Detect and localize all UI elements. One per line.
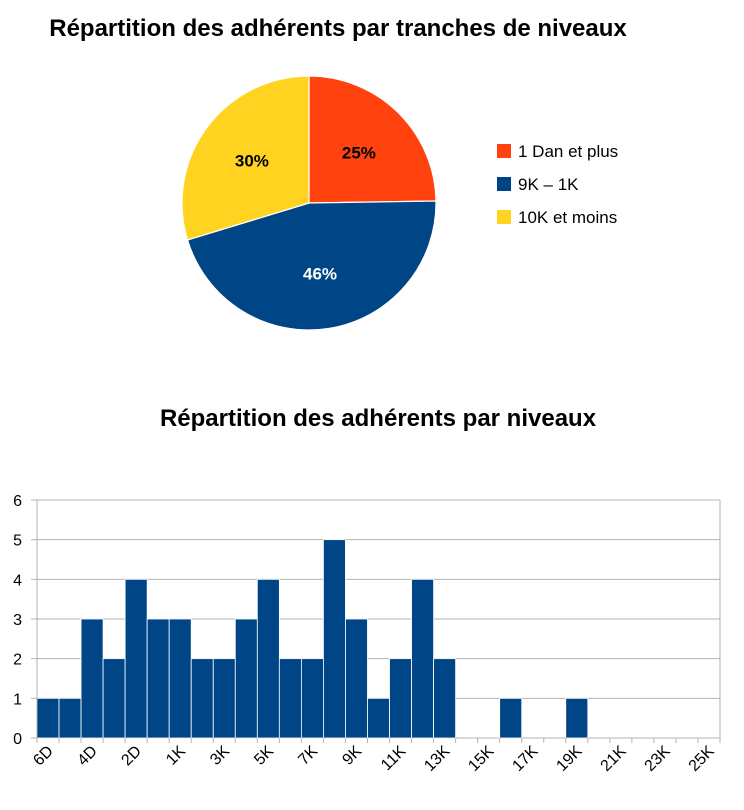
bar [499,697,523,739]
legend-swatch [497,144,511,158]
bar [146,618,170,739]
x-tick-label: 6D [30,743,56,769]
bar [433,658,457,739]
legend-label: 1 Dan et plus [518,142,618,161]
legend-swatch [497,177,511,191]
x-tick-label: 25K [686,743,718,775]
pie-chart [181,75,437,331]
x-tick-label: 9K [339,743,365,769]
pie-legend: 1 Dan et plus 9K – 1K 10K et moins [497,142,618,227]
y-tick-label: 5 [13,533,22,550]
bar [300,658,324,739]
x-tick-label: 5K [251,743,277,769]
x-tick-label: 23K [642,743,674,775]
x-tick-label: 1K [163,743,189,769]
bar [124,578,148,739]
y-tick-label: 0 [13,731,22,748]
bar-chart-title: Répartition des adhérents par niveaux [160,405,597,432]
x-tick-label: 17K [509,743,541,775]
x-tick-label: 7K [295,743,321,769]
bar [411,578,434,739]
x-tick-label: 2D [118,743,144,769]
bar [58,697,82,739]
bar [80,618,104,739]
bar-x-ticks: 6D 4D 2D 1K 3K 5K 7K 9K 11K 13K 15K 17K 19K 21K 23K 25K [30,743,718,775]
bar [36,697,60,739]
legend-swatch [497,210,511,224]
bar [278,658,302,739]
y-tick-label: 3 [13,612,22,629]
bar [389,658,412,739]
pie-slice-label: 30% [235,152,269,171]
bar [367,697,390,739]
y-tick-label: 6 [13,493,22,510]
bar [345,618,368,739]
legend-label: 10K et moins [518,208,617,227]
x-tick-label: 15K [465,743,497,775]
bar [102,658,126,739]
bar-series [36,539,589,739]
bar [212,658,236,739]
bar [323,539,346,739]
pie-labels: 25% 46% 30% [235,143,376,283]
bar [190,658,214,739]
x-tick-label: 11K [378,743,410,775]
x-tick-label: 19K [553,743,585,775]
x-tick-label: 4D [74,743,100,769]
pie-slice-label: 25% [342,143,376,162]
y-tick-label: 4 [13,572,22,589]
x-tick-label: 21K [598,743,630,775]
pie-slice-label: 46% [303,264,337,283]
pie-slice [308,75,437,204]
y-tick-label: 1 [13,691,22,708]
bar [168,618,192,739]
legend-label: 9K – 1K [518,175,579,194]
bar [234,618,258,739]
x-tick-label: 3K [207,743,233,769]
bar [565,697,589,739]
y-tick-label: 2 [13,652,22,669]
pie-chart-title: Répartition des adhérents par tranches d… [49,15,627,42]
bar-axes [36,500,721,743]
x-tick-label: 13K [421,743,453,775]
bar [256,578,280,739]
bar-y-ticks: 0 1 2 3 4 5 6 [13,493,22,748]
